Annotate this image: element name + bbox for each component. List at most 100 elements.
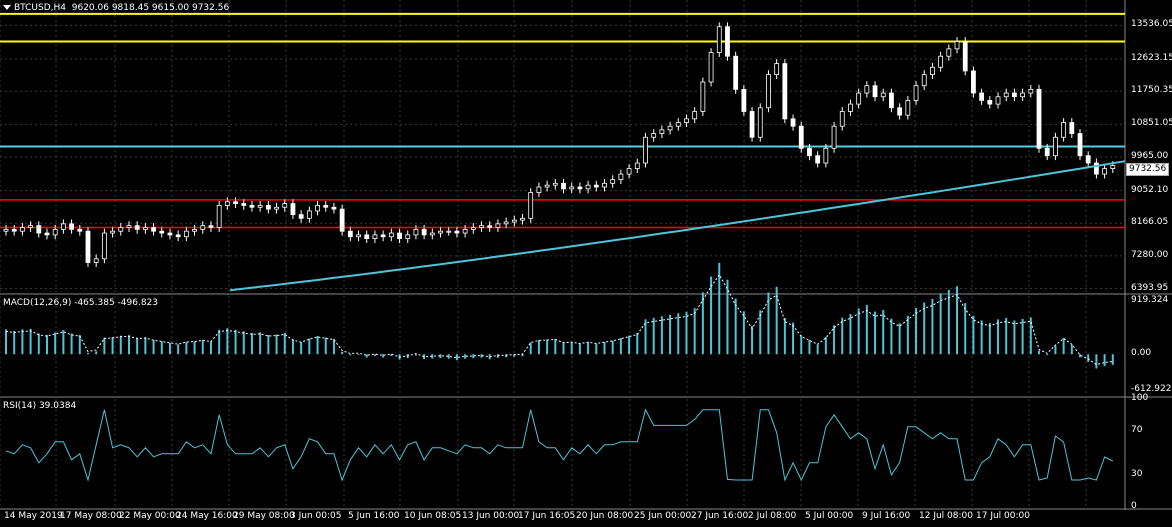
candle-body: [1061, 122, 1067, 138]
candle-body: [1036, 88, 1042, 149]
candle-body: [69, 223, 74, 230]
candle-body: [397, 232, 402, 239]
candle-body: [241, 203, 247, 206]
candle-body: [839, 111, 845, 127]
macd-tick: 0.00: [1131, 348, 1152, 359]
chevron-down-icon[interactable]: [3, 5, 11, 10]
macd-tick: 919.324: [1131, 294, 1169, 305]
candle-body: [733, 55, 739, 90]
time-tick: 13 Jun 00:00: [462, 511, 520, 521]
candle-body: [815, 155, 821, 164]
ohlc-values: 9620.06 9818.45 9615.00 9732.56: [71, 3, 230, 13]
candle-body: [429, 232, 435, 236]
rsi-tick: 30: [1131, 468, 1143, 479]
price-tick: 10851.05: [1131, 118, 1172, 129]
candle-body: [577, 186, 583, 190]
candle-body: [405, 234, 411, 239]
price-tick: 12623.15: [1131, 53, 1172, 64]
candle-body: [544, 184, 550, 188]
candle-body: [725, 26, 730, 57]
candle-body: [667, 125, 673, 131]
candle-body: [741, 88, 747, 112]
candle-body: [142, 227, 148, 230]
candle-body: [462, 228, 468, 234]
candle-body: [421, 228, 427, 236]
candle-body: [798, 125, 804, 149]
candle-body: [28, 225, 33, 228]
candle-body: [716, 26, 722, 53]
candle-body: [175, 234, 181, 238]
candle-body: [183, 230, 189, 238]
candle-body: [134, 225, 140, 230]
time-tick: 27 Jun 16:00: [691, 511, 749, 521]
candle-body: [979, 92, 985, 101]
candle-body: [60, 223, 66, 230]
candle-body: [987, 100, 993, 105]
time-tick: 2 Jul 08:00: [748, 511, 797, 521]
macd-label: MACD(12,26,9) -465.385 -496.823: [3, 298, 159, 308]
candle-body: [110, 230, 115, 234]
price-tick: 8166.05: [1131, 217, 1169, 228]
rsi-label: RSI(14) 39.0384: [3, 401, 77, 411]
candle-body: [520, 217, 525, 221]
candle-body: [479, 225, 484, 228]
time-tick: 17 Jun 16:05: [518, 511, 576, 521]
candle-body: [52, 228, 58, 236]
candle-body: [561, 182, 566, 190]
candle-body: [85, 230, 91, 263]
price-tick: 6393.95: [1131, 282, 1169, 293]
candle-body: [749, 111, 755, 138]
time-tick: 10 Jun 08:05: [404, 511, 462, 521]
price-tick: 9965.00: [1131, 150, 1169, 161]
candle-body: [1094, 162, 1099, 175]
rsi-tick: 100: [1131, 393, 1149, 403]
time-tick: 12 Jul 08:00: [919, 511, 973, 521]
candle-body: [347, 230, 353, 238]
symbol-header: BTCUSD,H4 9620.06 9818.45 9615.00 9732.5…: [3, 3, 229, 14]
candle-body: [1069, 122, 1075, 134]
candle-body: [766, 74, 771, 109]
candle-body: [298, 214, 304, 219]
candle-body: [159, 230, 165, 234]
moving-average-line: [229, 160, 1126, 292]
candle-body: [151, 227, 156, 232]
time-tick: 24 May 16:00: [176, 511, 238, 521]
candle-body: [790, 118, 796, 127]
time-tick: 3 Jun 00:05: [290, 511, 342, 521]
candle-body: [593, 184, 599, 188]
candle-body: [93, 258, 99, 263]
candle-body: [626, 168, 632, 175]
time-tick: 17 May 08:00: [60, 511, 122, 521]
candle-body: [692, 111, 698, 120]
candle-body: [864, 85, 870, 94]
candle-body: [880, 92, 886, 98]
candle-body: [388, 232, 394, 238]
candle-body: [1085, 155, 1091, 164]
candle-body: [257, 205, 263, 208]
candle-body: [306, 210, 312, 219]
candle-body: [1053, 136, 1058, 157]
candle-body: [511, 219, 517, 223]
candle-body: [19, 227, 25, 232]
macd-signal-line: [5, 273, 1113, 366]
candle-body: [77, 228, 83, 232]
candle-body: [101, 232, 107, 260]
candle-body: [495, 223, 501, 228]
candle-body: [954, 41, 960, 50]
candle-body: [1102, 168, 1108, 175]
candle-body: [536, 186, 542, 193]
price-tick: 13536.05: [1131, 19, 1172, 30]
candle-body: [962, 41, 968, 72]
candle-body: [438, 230, 443, 234]
candle-body: [118, 227, 124, 232]
time-tick: 29 May 08:00: [233, 511, 295, 521]
candle-body: [331, 206, 337, 210]
candle-body: [585, 184, 591, 190]
candle-body: [831, 125, 837, 149]
price-tick: 7280.00: [1131, 249, 1169, 260]
candle-body: [848, 103, 853, 112]
candle-body: [167, 232, 173, 236]
time-tick: 14 May 2019: [4, 511, 63, 521]
